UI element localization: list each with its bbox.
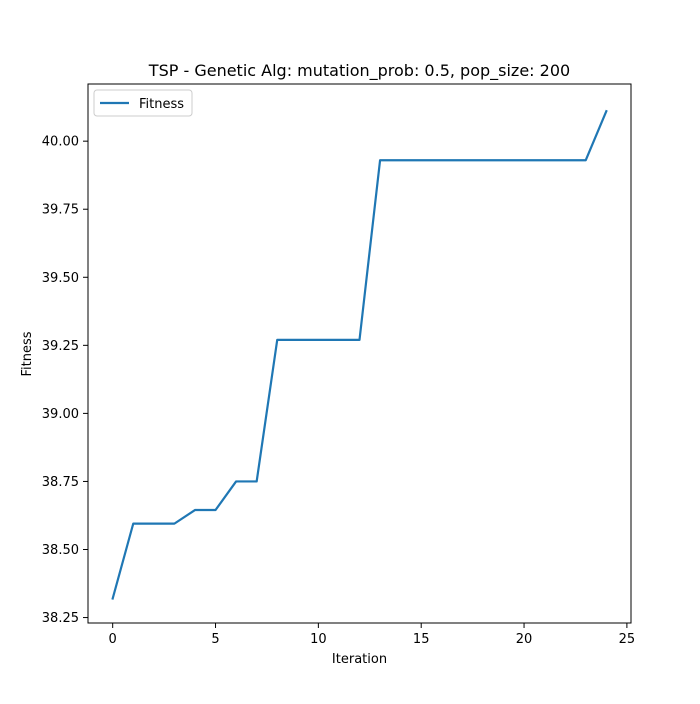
x-tick-label: 25: [619, 632, 636, 647]
y-tick-label: 38.75: [42, 475, 79, 490]
chart-title: TSP - Genetic Alg: mutation_prob: 0.5, p…: [148, 61, 570, 81]
y-axis-ticks: 38.25 38.50 38.75 39.00 39.25 39.50 39.75 40.00: [42, 135, 88, 626]
x-tick-label: 10: [310, 632, 327, 647]
series-line-fitness: [111, 109, 608, 600]
legend: Fitness: [93, 89, 193, 117]
x-tick-label: 0: [109, 632, 117, 647]
plot-area: 0 5 10 15 20 25 38.25 38.50 38.75 39.00 39.25 39.5…: [42, 83, 636, 647]
y-tick-label: 39.50: [42, 271, 79, 286]
y-tick-label: 38.25: [42, 611, 79, 626]
x-tick-label: 20: [516, 632, 533, 647]
legend-box: [93, 89, 193, 117]
y-tick-label: 39.00: [42, 407, 79, 422]
axes-frame: [87, 83, 632, 624]
y-axis-label: Fitness: [20, 331, 35, 376]
legend-label-fitness: Fitness: [139, 97, 184, 112]
x-tick-label: 5: [211, 632, 219, 647]
series-layer: [111, 109, 608, 600]
y-tick-label: 39.75: [42, 203, 79, 218]
y-tick-label: 39.25: [42, 339, 79, 354]
y-tick-label: 38.50: [42, 543, 79, 558]
x-tick-label: 15: [413, 632, 430, 647]
x-axis-ticks: 0 5 10 15 20 25: [109, 623, 636, 647]
x-axis-label: Iteration: [332, 652, 387, 667]
y-tick-label: 40.00: [42, 135, 79, 150]
